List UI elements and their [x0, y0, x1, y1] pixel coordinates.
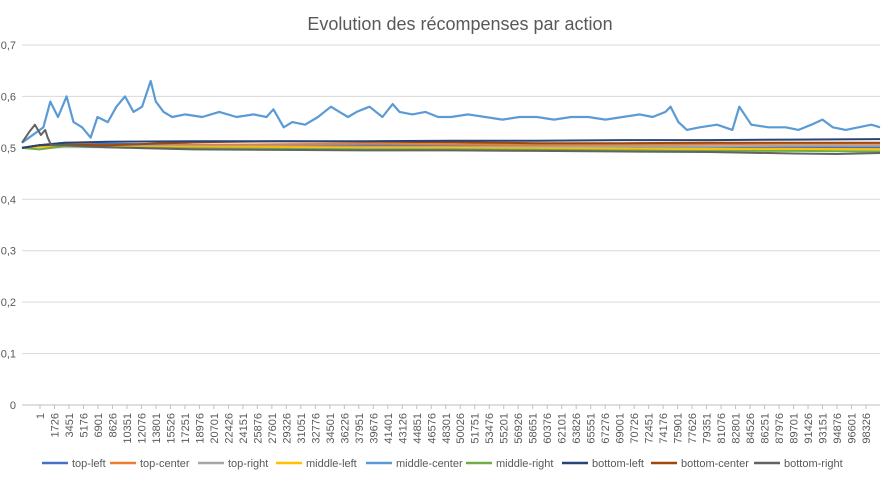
x-tick-label: 60376 [542, 413, 554, 444]
x-tick-label: 86251 [760, 413, 772, 444]
x-tick-label: 91426 [803, 413, 815, 444]
x-tick-label: 89701 [789, 413, 801, 444]
legend-label: middle-left [306, 458, 357, 470]
x-tick-label: 82801 [731, 413, 743, 444]
x-tick-label: 8626 [107, 413, 119, 437]
y-tick-label: 0,3 [1, 246, 16, 258]
x-tick-label: 17251 [180, 413, 192, 444]
x-tick-label: 53476 [484, 413, 496, 444]
x-tick-label: 29326 [281, 413, 293, 444]
x-tick-label: 22426 [223, 413, 235, 444]
y-tick-label: 0,1 [1, 349, 16, 361]
x-tick-label: 10351 [122, 413, 134, 444]
x-tick-label: 43126 [397, 413, 409, 444]
x-tick-label: 55201 [499, 413, 511, 444]
x-tick-label: 63826 [571, 413, 583, 444]
x-tick-label: 87976 [774, 413, 786, 444]
x-tick-label: 67276 [600, 413, 612, 444]
legend-label: middle-right [496, 458, 553, 470]
x-tick-label: 5176 [78, 413, 90, 437]
y-tick-label: 0,5 [1, 143, 16, 155]
x-tick-label: 1726 [49, 413, 61, 437]
x-tick-label: 15526 [165, 413, 177, 444]
x-tick-label: 51751 [470, 413, 482, 444]
x-tick-label: 93151 [818, 413, 830, 444]
x-tick-label: 39676 [368, 413, 380, 444]
gridlines [22, 44, 880, 406]
y-tick-label: 0,2 [1, 297, 16, 309]
y-tick-label: 0,7 [1, 40, 16, 52]
legend-label: bottom-left [592, 458, 644, 470]
legend-label: top-right [228, 458, 268, 470]
legend-label: middle-center [396, 458, 463, 470]
x-tick-label: 12076 [136, 413, 148, 444]
x-tick-label: 84526 [745, 413, 757, 444]
y-tick-label: 0 [10, 400, 16, 412]
x-tick-label: 1 [35, 413, 47, 419]
x-tick-label: 56926 [513, 413, 525, 444]
x-tick-label: 24151 [238, 413, 250, 444]
legend-label: top-left [72, 458, 106, 470]
x-tick-label: 44851 [412, 413, 424, 444]
x-tick-label: 34501 [325, 413, 337, 444]
x-tick-label: 79351 [702, 413, 714, 444]
x-tick-label: 25876 [252, 413, 264, 444]
legend: top-left top-center top-right middle-left mi… [42, 458, 843, 470]
y-tick-label: 0,6 [1, 91, 16, 103]
legend-label: top-center [140, 458, 190, 470]
x-tick-label: 96601 [847, 413, 859, 444]
x-tick-label: 77626 [687, 413, 699, 444]
x-tick-label: 50026 [455, 413, 467, 444]
x-tick-label: 69001 [615, 413, 627, 444]
x-tick-label: 58651 [528, 413, 540, 444]
x-tick-label: 62101 [557, 413, 569, 444]
x-tick-label: 18976 [194, 413, 206, 444]
x-tick-label: 94876 [832, 413, 844, 444]
x-tick-label: 13801 [151, 413, 163, 444]
x-tick-label: 48301 [441, 413, 453, 444]
x-tick-label: 74176 [658, 413, 670, 444]
x-tick-label: 32776 [310, 413, 322, 444]
x-tick-label: 27601 [267, 413, 279, 444]
x-tick-label: 3451 [64, 413, 76, 437]
x-tick-label: 20701 [209, 413, 221, 444]
legend-label: bottom-right [784, 458, 843, 470]
x-tick-label: 37951 [354, 413, 366, 444]
x-tick-label: 36226 [339, 413, 351, 444]
series-line-bottom-right [21, 123, 881, 155]
x-tick-label: 31051 [296, 413, 308, 444]
y-axis-ticks: 0 0,1 0,2 0,3 0,4 0,5 0,6 0,7 [1, 40, 16, 412]
x-tick-label: 65551 [586, 413, 598, 444]
x-tick-label: 75901 [673, 413, 685, 444]
x-tick-label: 6901 [93, 413, 105, 437]
y-tick-label: 0,4 [1, 194, 16, 206]
series-line-bottom-left [21, 138, 881, 149]
x-axis-ticks: 1 1726 3451 5176 6901 8626 10351 12076 13801 1552… [35, 405, 873, 444]
x-tick-label: 70726 [629, 413, 641, 444]
x-tick-label: 46576 [426, 413, 438, 444]
series-lines [21, 79, 881, 155]
legend-label: bottom-center [681, 458, 749, 470]
series-line-middle-center [21, 79, 881, 144]
x-tick-label: 41401 [383, 413, 395, 444]
x-tick-label: 72451 [644, 413, 656, 444]
x-tick-label: 98326 [861, 413, 873, 444]
chart-title: Evolution des récompenses par action [307, 14, 612, 34]
x-tick-label: 81076 [716, 413, 728, 444]
